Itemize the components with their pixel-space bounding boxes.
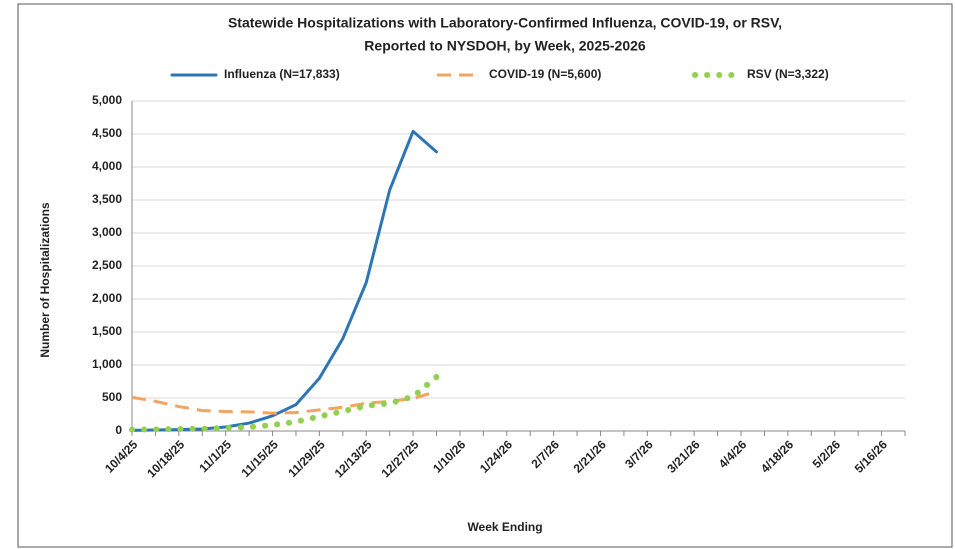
y-axis-title: Number of Hospitalizations: [38, 202, 52, 358]
y-tick-label: 0: [115, 423, 122, 437]
chart-title: Statewide Hospitalizations with Laborato…: [228, 15, 782, 31]
y-tick-label: 4,500: [92, 126, 122, 140]
legend-label: RSV (N=3,322): [747, 67, 829, 81]
y-tick-label: 1,500: [92, 324, 122, 338]
chart-subtitle: Reported to NYSDOH, by Week, 2025-2026: [364, 38, 646, 54]
x-tick-label: 5/16/26: [852, 437, 890, 475]
x-tick-label: 10/4/25: [102, 437, 140, 475]
legend-label: Influenza (N=17,833): [224, 67, 340, 81]
x-tick-label: 11/29/25: [285, 437, 328, 480]
x-tick-label: 12/27/25: [379, 437, 422, 480]
x-tick-label: 1/24/26: [477, 437, 515, 475]
y-tick-label: 4,000: [92, 159, 122, 173]
frame: [17, 3, 953, 548]
x-tick-label: 4/18/26: [758, 437, 796, 475]
x-tick-label: 3/21/26: [664, 437, 702, 475]
y-tick-label: 5,000: [92, 93, 122, 107]
legend-label: COVID-19 (N=5,600): [489, 67, 601, 81]
x-tick-label: 3/7/26: [622, 437, 656, 471]
y-tick-label: 3,500: [92, 192, 122, 206]
x-tick-label: 11/1/25: [196, 437, 234, 475]
x-tick-label: 1/10/26: [430, 437, 468, 475]
y-tick-label: 1,000: [92, 357, 122, 371]
y-tick-label: 3,000: [92, 225, 122, 239]
x-tick-label: 2/7/26: [529, 437, 563, 471]
x-tick-label: 2/21/26: [571, 437, 609, 475]
x-tick-label: 11/15/25: [238, 437, 281, 480]
y-tick-label: 2,500: [92, 258, 122, 272]
y-tick-label: 500: [102, 390, 122, 404]
series-line: [130, 129, 439, 432]
x-tick-label: 12/13/25: [332, 437, 375, 480]
y-tick-label: 2,000: [92, 291, 122, 305]
x-axis-title: Week Ending: [467, 520, 542, 534]
x-tick-label: 10/18/25: [144, 437, 187, 480]
x-tick-label: 4/4/26: [716, 437, 750, 471]
series-line: [129, 373, 440, 433]
x-tick-label: 5/2/26: [810, 437, 844, 471]
